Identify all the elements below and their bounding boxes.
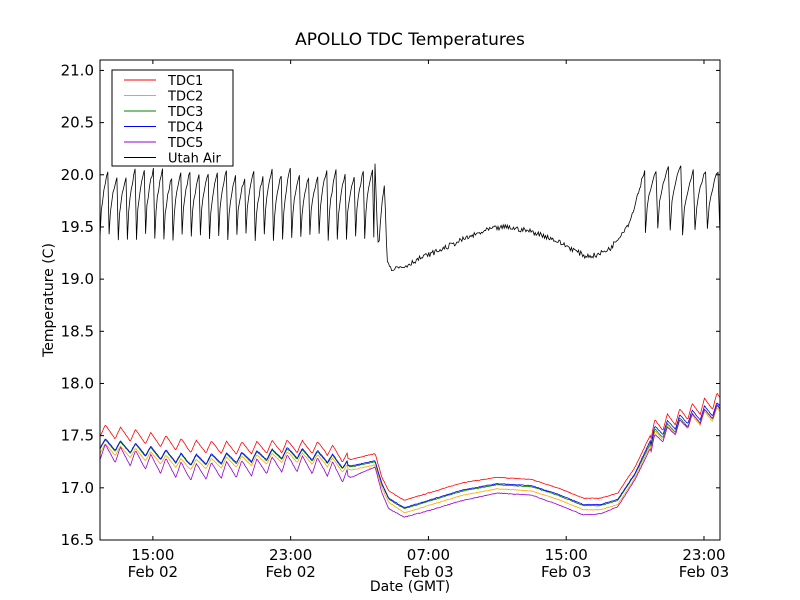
x-tick-label-time: 23:00	[682, 546, 725, 564]
legend-label: TDC4	[167, 121, 203, 136]
y-tick-label: 21.0	[61, 61, 94, 79]
y-tick-label: 17.0	[61, 479, 94, 497]
legend-frame	[111, 69, 234, 167]
plot-area	[100, 163, 720, 518]
x-tick-label-date: Feb 03	[679, 563, 729, 581]
x-tick-label-date: Feb 02	[128, 563, 178, 581]
x-tick-label-time: 15:00	[131, 546, 174, 564]
y-tick-label: 17.5	[61, 427, 94, 445]
x-tick-label-time: 07:00	[407, 546, 450, 564]
x-tick-label-time: 15:00	[545, 546, 588, 564]
series-line-tdc3	[100, 405, 720, 510]
series-line-utah-air	[100, 163, 720, 272]
y-tick-label: 16.5	[61, 531, 94, 549]
legend-label: TDC1	[167, 74, 203, 89]
legend-label: TDC3	[167, 105, 203, 120]
series-line-tdc5	[100, 404, 720, 518]
y-tick-label: 18.5	[61, 322, 94, 340]
legend-label: TDC5	[167, 136, 203, 151]
x-axis-label: Date (GMT)	[370, 579, 450, 595]
y-tick-label: 18.0	[61, 374, 94, 392]
y-axis-label: Temperature (C)	[41, 243, 57, 358]
series-line-tdc4	[100, 402, 720, 508]
legend-label: TDC2	[167, 90, 203, 105]
series-line-tdc2	[100, 407, 720, 514]
y-axis: 16.5 17.0 17.5 18.0 18.5 19.0 19.5 20.0 20.5 21.0	[61, 61, 720, 549]
x-tick-label-date: Feb 02	[265, 563, 315, 581]
axes-frame	[99, 59, 721, 541]
x-tick-label-date: Feb 03	[541, 563, 591, 581]
y-tick-label: 19.0	[61, 270, 94, 288]
chart-title: APOLLO TDC Temperatures	[295, 30, 525, 50]
y-tick-label: 19.5	[61, 218, 94, 236]
series-line-tdc1	[100, 392, 720, 501]
x-tick-label-date: Feb 03	[403, 563, 453, 581]
y-tick-label: 20.0	[61, 166, 94, 184]
x-tick-label-time: 23:00	[269, 546, 312, 564]
y-tick-label: 20.5	[61, 114, 94, 132]
legend-label: Utah Air	[168, 152, 221, 167]
